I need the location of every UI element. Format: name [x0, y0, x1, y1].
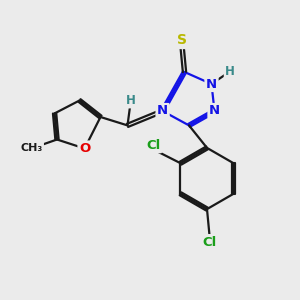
- Text: H: H: [126, 94, 135, 107]
- Text: N: N: [157, 104, 168, 118]
- Text: N: N: [209, 104, 220, 118]
- Text: CH₃: CH₃: [20, 143, 43, 153]
- Text: Cl: Cl: [146, 139, 161, 152]
- Text: O: O: [79, 142, 90, 155]
- Text: H: H: [225, 65, 235, 78]
- Text: N: N: [206, 77, 217, 91]
- Text: Cl: Cl: [202, 236, 217, 249]
- Text: S: S: [176, 34, 187, 47]
